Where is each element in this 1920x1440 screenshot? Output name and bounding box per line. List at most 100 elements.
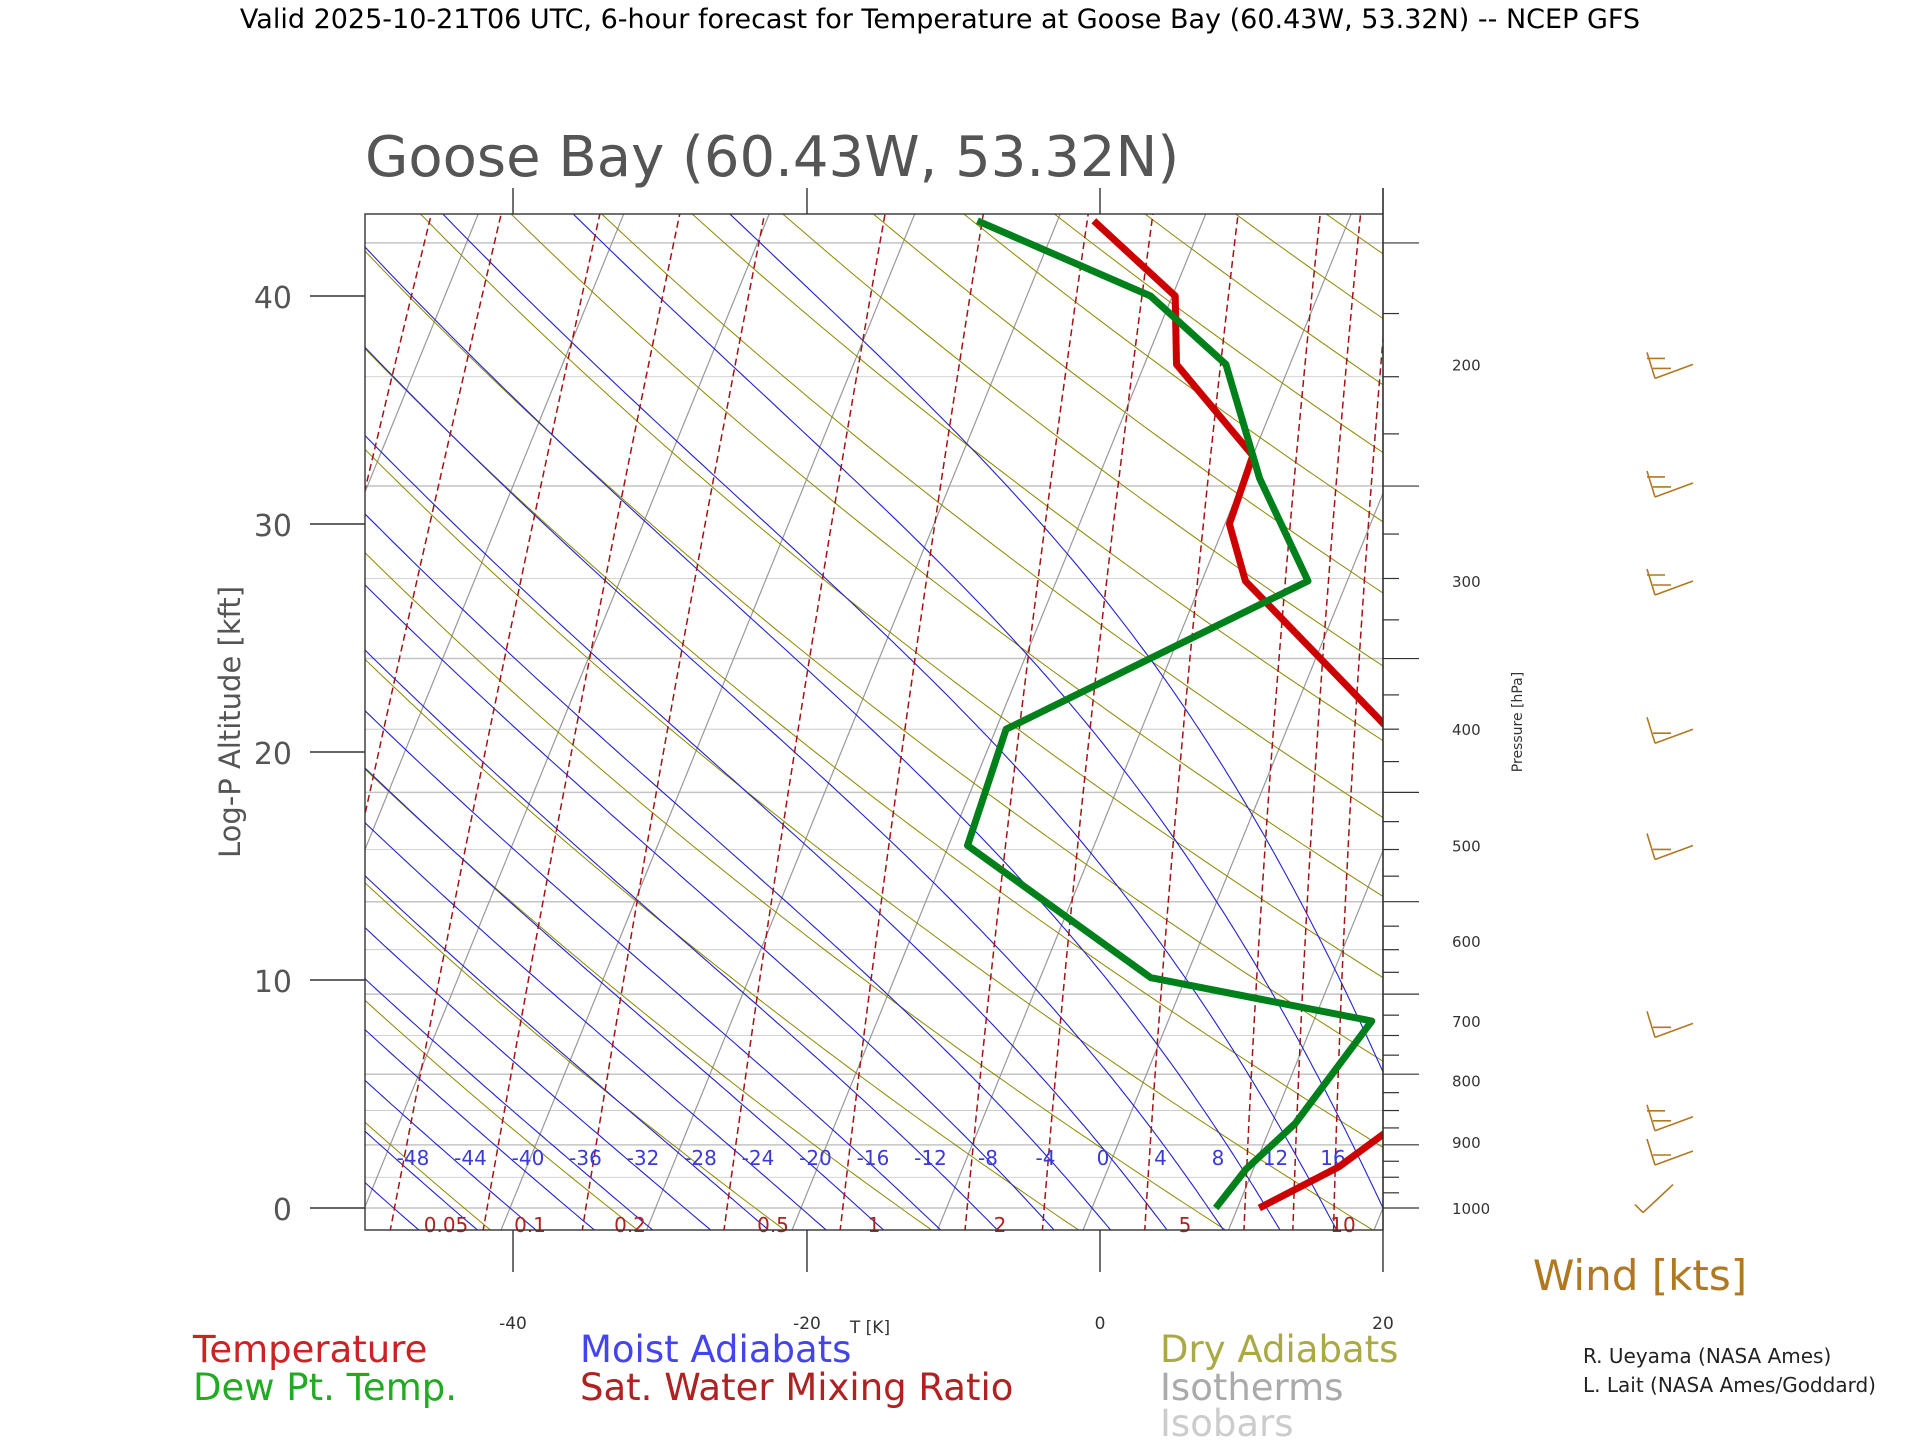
dry-adiabat-line bbox=[365, 999, 639, 1230]
x-tick-label: -20 bbox=[793, 1314, 821, 1334]
moist-adiabat-label: 8 bbox=[1212, 1146, 1225, 1170]
mixing-ratio-line bbox=[1292, 214, 1362, 1230]
moist-adiabat-line bbox=[365, 1028, 596, 1230]
wind-barb bbox=[1646, 1011, 1694, 1039]
moist-adiabat-label: -16 bbox=[857, 1146, 890, 1170]
moist-adiabat-label: -12 bbox=[914, 1146, 947, 1170]
temperature-line bbox=[1091, 218, 1383, 1212]
mixing-ratio-line bbox=[1243, 214, 1321, 1230]
dry-adiabat-line bbox=[872, 214, 1383, 594]
moist-adiabat-label: -4 bbox=[1036, 1146, 1056, 1170]
y-tick-label: 30 bbox=[254, 509, 292, 544]
legend: Temperature Dew Pt. Temp. Moist Adiabats… bbox=[192, 1328, 1398, 1440]
mixing-ratio-line bbox=[365, 214, 502, 818]
wind-barb bbox=[1646, 1104, 1694, 1132]
isotherm-line bbox=[365, 214, 479, 494]
dry-adiabat-line bbox=[0, 29, 358, 1243]
dry-adiabat-line bbox=[963, 214, 1383, 523]
plot-frame bbox=[364, 213, 1384, 1231]
mixing-ratio-label: 10 bbox=[1330, 1213, 1355, 1237]
pressure-tick-label: 200 bbox=[1452, 356, 1481, 374]
mixing-ratio-line bbox=[839, 214, 985, 1230]
mixing-ratio-line bbox=[389, 214, 601, 1230]
mixing-ratio-line bbox=[1144, 214, 1239, 1230]
mixing-ratio-label: 2 bbox=[994, 1213, 1007, 1237]
wind-barb bbox=[1646, 568, 1694, 596]
moist-adiabat-label: -40 bbox=[512, 1146, 545, 1170]
moist-adiabat-line bbox=[365, 346, 1225, 1230]
mixing-ratio-line bbox=[1041, 214, 1154, 1230]
mixing-ratio-line bbox=[1332, 330, 1383, 1230]
moist-adiabat-line bbox=[365, 434, 1168, 1230]
isotherm-line bbox=[791, 214, 1207, 1230]
dry-adiabat-line bbox=[1246, 29, 1920, 1243]
moist-adiabat-label: -44 bbox=[454, 1146, 487, 1170]
moist-adiabat-line bbox=[365, 926, 712, 1230]
moist-adiabat-label: -24 bbox=[742, 1146, 775, 1170]
dry-adiabat-line bbox=[691, 214, 1383, 742]
isotherm-line bbox=[365, 214, 770, 1209]
moist-adiabat-line bbox=[572, 214, 1383, 1210]
y-tick-label: 10 bbox=[254, 965, 292, 1000]
mixing-ratio-label: 1 bbox=[868, 1213, 881, 1237]
moist-adiabat-line bbox=[442, 214, 1338, 1230]
isotherm-line bbox=[1373, 1206, 1383, 1230]
wind-barb bbox=[1646, 470, 1694, 498]
isotherm-line bbox=[645, 214, 1061, 1230]
pressure-tick-label: 600 bbox=[1452, 933, 1481, 951]
wind-barb bbox=[1646, 1138, 1694, 1166]
wind-barbs bbox=[1634, 352, 1694, 1214]
isotherm-line bbox=[365, 214, 625, 851]
legend-isobars: Isobars bbox=[1160, 1402, 1293, 1440]
dry-adiabat-line bbox=[365, 348, 1383, 1148]
moist-adiabat-label: -20 bbox=[799, 1146, 832, 1170]
dry-adiabat-line bbox=[1144, 214, 1383, 386]
isotherm-line bbox=[500, 214, 916, 1230]
moist-adiabat-label: -48 bbox=[397, 1146, 430, 1170]
isotherm-line bbox=[0, 205, 336, 1231]
dry-adiabat-line bbox=[365, 768, 933, 1230]
dry-adiabat-line bbox=[1325, 214, 1383, 255]
pressure-tick-label: 700 bbox=[1452, 1013, 1481, 1031]
x-tick-label: -40 bbox=[499, 1314, 527, 1334]
moist-adiabat-line bbox=[365, 649, 999, 1230]
dry-adiabat-line bbox=[1234, 214, 1383, 320]
dry-adiabat-line bbox=[419, 214, 1383, 979]
isotherm-line bbox=[1665, 205, 1920, 1231]
mixing-ratio-label: 5 bbox=[1179, 1213, 1192, 1237]
dry-adiabat-line bbox=[365, 882, 786, 1230]
credit-line-1: R. Ueyama (NASA Ames) bbox=[1583, 1344, 1831, 1368]
adiabat-labels: -48 -44 -40 -36 -32 -28 -24 -20 -16 -12 -8 -4 0 4 8 12 1… bbox=[397, 1146, 1356, 1237]
moist-adiabat-line bbox=[365, 1130, 479, 1230]
legend-mixing-ratio: Sat. Water Mixing Ratio bbox=[580, 1366, 1013, 1409]
wind-barb bbox=[1646, 716, 1694, 744]
dry-adiabat-line bbox=[365, 250, 1383, 1062]
moist-adiabat-line bbox=[365, 978, 654, 1230]
x-axis-label: T [K] bbox=[849, 1318, 890, 1338]
dry-adiabat-line bbox=[1163, 29, 1920, 1243]
mixing-ratio-line bbox=[482, 214, 681, 1230]
dry-adiabat-line bbox=[510, 214, 1383, 898]
mixing-ratio-label: 0.1 bbox=[514, 1213, 546, 1237]
legend-moist-adiabats: Moist Adiabats bbox=[580, 1328, 851, 1371]
dry-adiabat-line bbox=[365, 448, 1374, 1230]
moist-adiabat-label: -8 bbox=[978, 1146, 998, 1170]
pressure-tick-label: 900 bbox=[1452, 1134, 1481, 1152]
mixing-ratio-line bbox=[723, 214, 886, 1230]
moist-adiabat-line bbox=[365, 875, 770, 1230]
moist-adiabat-line bbox=[365, 513, 1112, 1230]
mixing-ratio-line bbox=[964, 214, 1089, 1230]
moist-adiabat-line bbox=[365, 1079, 537, 1230]
mixing-ratio-line bbox=[1452, 29, 1506, 1243]
pressure-tick-label: 800 bbox=[1452, 1072, 1481, 1090]
mixing-ratio-line bbox=[581, 214, 766, 1230]
wind-barb bbox=[1634, 1184, 1674, 1214]
mixing-ratio-label: 0.2 bbox=[614, 1213, 646, 1237]
wind-barb bbox=[1646, 352, 1694, 380]
mixing-ratio-line bbox=[1613, 29, 1638, 1243]
chart-title: Goose Bay (60.43W, 53.32N) bbox=[365, 125, 1179, 190]
wind-barb bbox=[1646, 833, 1694, 861]
moist-adiabat-label: 4 bbox=[1154, 1146, 1167, 1170]
